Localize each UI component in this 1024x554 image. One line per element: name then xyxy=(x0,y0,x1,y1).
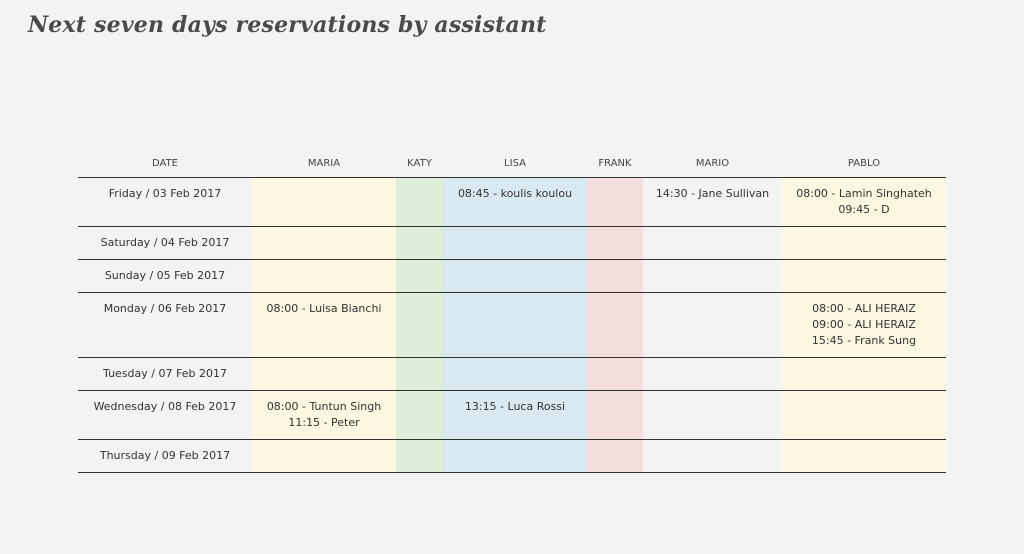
header-pablo: PABLO xyxy=(782,150,946,178)
table-header: DATE MARIA KATY LISA FRANK MARIO PABLO xyxy=(78,150,946,178)
mario-cell xyxy=(643,439,782,473)
mario-cell xyxy=(643,259,782,293)
reservation-entry[interactable]: 08:00 - ALI HERAIZ xyxy=(812,302,916,315)
lisa-cell xyxy=(443,439,587,473)
reservation-entry[interactable]: 08:00 - Lamin Singhateh xyxy=(796,187,932,200)
pablo-cell: 08:00 - ALI HERAIZ 09:00 - ALI HERAIZ 15:4… xyxy=(782,292,946,358)
date-cell: Tuesday / 07 Feb 2017 xyxy=(78,357,252,391)
maria-cell xyxy=(252,226,396,260)
mario-cell: 14:30 - Jane Sullivan xyxy=(643,177,782,227)
reservation-entry[interactable]: 09:45 - D xyxy=(838,203,890,216)
date-cell: Thursday / 09 Feb 2017 xyxy=(78,439,252,473)
reservation-entry[interactable]: 13:15 - Luca Rossi xyxy=(464,400,566,413)
date-cell: Monday / 06 Feb 2017 xyxy=(78,292,252,358)
reservations-table-wrapper: DATE MARIA KATY LISA FRANK MARIO PABLO F… xyxy=(78,150,946,473)
header-frank: FRANK xyxy=(587,150,643,178)
reservation-entry[interactable]: 14:30 - Jane Sullivan xyxy=(655,187,770,200)
katy-cell xyxy=(396,390,443,440)
maria-cell: 08:00 - Tuntun Singh 11:15 - Peter xyxy=(252,390,396,440)
frank-cell xyxy=(587,177,643,227)
katy-cell xyxy=(396,177,443,227)
date-cell: Wednesday / 08 Feb 2017 xyxy=(78,390,252,440)
header-row: DATE MARIA KATY LISA FRANK MARIO PABLO xyxy=(78,150,946,178)
header-lisa: LISA xyxy=(443,150,587,178)
maria-cell xyxy=(252,177,396,227)
reservation-entry[interactable]: 15:45 - Frank Sung xyxy=(811,334,917,347)
lisa-cell xyxy=(443,357,587,391)
date-cell: Saturday / 04 Feb 2017 xyxy=(78,226,252,260)
katy-cell xyxy=(396,357,443,391)
reservation-entry[interactable]: 08:00 - Tuntun Singh xyxy=(266,400,382,413)
mario-cell xyxy=(643,226,782,260)
reservation-entry[interactable]: 11:15 - Peter xyxy=(288,416,360,429)
katy-cell xyxy=(396,226,443,260)
pablo-cell: 08:00 - Lamin Singhateh 09:45 - D xyxy=(782,177,946,227)
header-katy: KATY xyxy=(396,150,443,178)
header-date: DATE xyxy=(78,150,252,178)
maria-cell xyxy=(252,259,396,293)
lisa-cell xyxy=(443,259,587,293)
table-row: Wednesday / 08 Feb 2017 08:00 - Tuntun Si… xyxy=(78,390,946,440)
table-row: Tuesday / 07 Feb 2017 xyxy=(78,357,946,391)
frank-cell xyxy=(587,390,643,440)
reservations-table: DATE MARIA KATY LISA FRANK MARIO PABLO F… xyxy=(78,150,946,473)
maria-cell xyxy=(252,439,396,473)
pablo-cell xyxy=(782,390,946,440)
katy-cell xyxy=(396,292,443,358)
frank-cell xyxy=(587,226,643,260)
lisa-cell: 13:15 - Luca Rossi xyxy=(443,390,587,440)
maria-cell xyxy=(252,357,396,391)
frank-cell xyxy=(587,292,643,358)
table-row: Saturday / 04 Feb 2017 xyxy=(78,226,946,260)
table-row: Monday / 06 Feb 2017 08:00 - Luisa Bianch… xyxy=(78,292,946,358)
lisa-cell xyxy=(443,292,587,358)
table-row: Friday / 03 Feb 2017 08:45 - koulis koulo… xyxy=(78,177,946,227)
table-row: Thursday / 09 Feb 2017 xyxy=(78,439,946,473)
date-cell: Friday / 03 Feb 2017 xyxy=(78,177,252,227)
pablo-cell xyxy=(782,259,946,293)
page-title: Next seven days reservations by assistan… xyxy=(28,12,547,38)
frank-cell xyxy=(587,357,643,391)
mario-cell xyxy=(643,390,782,440)
mario-cell xyxy=(643,292,782,358)
header-maria: MARIA xyxy=(252,150,396,178)
pablo-cell xyxy=(782,357,946,391)
lisa-cell xyxy=(443,226,587,260)
table-body: Friday / 03 Feb 2017 08:45 - koulis koulo… xyxy=(78,177,946,473)
maria-cell: 08:00 - Luisa Bianchi xyxy=(252,292,396,358)
frank-cell xyxy=(587,439,643,473)
reservation-entry[interactable]: 09:00 - ALI HERAIZ xyxy=(812,318,916,331)
frank-cell xyxy=(587,259,643,293)
katy-cell xyxy=(396,439,443,473)
header-mario: MARIO xyxy=(643,150,782,178)
pablo-cell xyxy=(782,226,946,260)
katy-cell xyxy=(396,259,443,293)
date-cell: Sunday / 05 Feb 2017 xyxy=(78,259,252,293)
reservation-entry[interactable]: 08:45 - koulis koulou xyxy=(457,187,573,200)
table-row: Sunday / 05 Feb 2017 xyxy=(78,259,946,293)
lisa-cell: 08:45 - koulis koulou xyxy=(443,177,587,227)
pablo-cell xyxy=(782,439,946,473)
reservation-entry[interactable]: 08:00 - Luisa Bianchi xyxy=(266,302,382,315)
mario-cell xyxy=(643,357,782,391)
